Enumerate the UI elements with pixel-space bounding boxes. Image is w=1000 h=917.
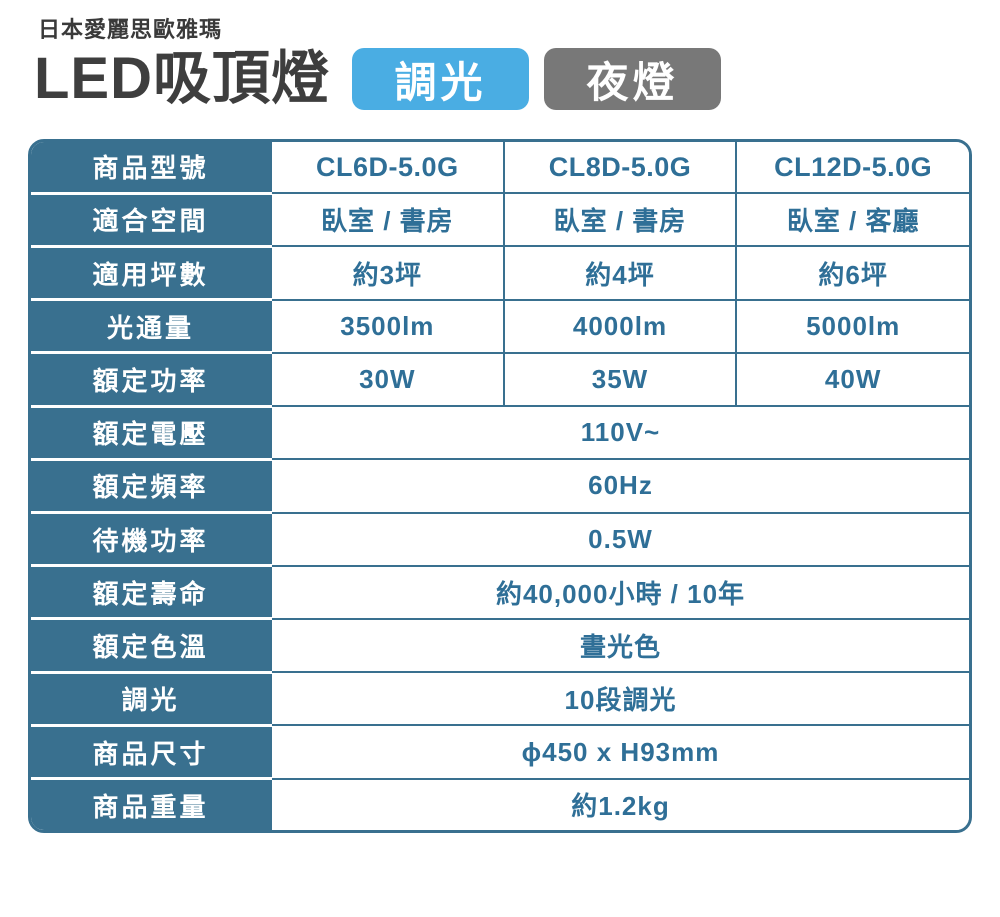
- row-label: 額定色溫: [31, 618, 271, 674]
- spec-value: 臥室 / 客廳: [735, 193, 969, 248]
- table-row: 待機功率 0.5W: [31, 512, 969, 568]
- table-row: 額定頻率 60Hz: [31, 459, 969, 515]
- spec-value: 4000lm: [502, 299, 737, 354]
- row-label: 商品尺寸: [31, 725, 271, 781]
- header: 日本愛麗思歐雅瑪 LED吸頂燈 調光 夜燈: [0, 12, 1000, 110]
- spec-value: 40W: [735, 352, 969, 408]
- page: 日本愛麗思歐雅瑪 LED吸頂燈 調光 夜燈 商品型號 CL6D-5.0G CL8D-…: [0, 12, 1000, 917]
- table-row: 光通量 3500lm 4000lm 5000lm: [31, 299, 969, 355]
- spec-value: 晝光色: [270, 618, 969, 674]
- row-label: 額定功率: [31, 352, 271, 408]
- table-row: 額定色溫 晝光色: [31, 618, 969, 674]
- model-name: CL6D-5.0G: [270, 142, 504, 195]
- spec-value: 5000lm: [735, 299, 969, 354]
- spec-value: 30W: [270, 352, 504, 408]
- brand-name: 日本愛麗思歐雅瑪: [38, 17, 223, 42]
- row-label: 調光: [31, 672, 271, 727]
- spec-value: ϕ450 x H93mm: [270, 725, 969, 780]
- row-label: 額定壽命: [31, 565, 271, 621]
- row-label: 商品重量: [31, 778, 271, 830]
- spec-value: 約40,000小時 / 10年: [270, 565, 969, 620]
- table-row: 調光 10段調光: [31, 672, 969, 727]
- row-label: 適用坪數: [31, 246, 271, 302]
- table-row: 額定電壓 110V~: [31, 406, 969, 461]
- spec-value: 3500lm: [270, 299, 504, 354]
- model-name: CL12D-5.0G: [735, 142, 969, 195]
- row-label: 適合空間: [31, 193, 271, 248]
- row-label: 額定頻率: [31, 459, 271, 515]
- spec-value: 35W: [502, 352, 737, 408]
- spec-value: 約6坪: [735, 246, 969, 301]
- row-label: 光通量: [31, 299, 271, 355]
- table-row: 商品尺寸 ϕ450 x H93mm: [31, 725, 969, 781]
- row-label: 額定電壓: [31, 406, 271, 461]
- spec-value: 臥室 / 書房: [270, 193, 504, 248]
- row-label-model-number: 商品型號: [31, 142, 271, 195]
- row-label: 待機功率: [31, 512, 271, 568]
- table-row: 額定功率 30W 35W 40W: [31, 352, 969, 408]
- spec-table-wrapper: 商品型號 CL6D-5.0G CL8D-5.0G CL12D-5.0G 適合空間 臥室 /…: [28, 139, 972, 833]
- model-name: CL8D-5.0G: [502, 142, 737, 195]
- spec-value: 0.5W: [270, 512, 969, 567]
- page-title: LED吸頂燈: [34, 46, 331, 111]
- spec-value: 約3坪: [270, 246, 504, 301]
- badge-dimming: 調光: [352, 48, 530, 110]
- table-row: 適合空間 臥室 / 書房 臥室 / 書房 臥室 / 客廳: [31, 193, 969, 248]
- spec-value: 約4坪: [502, 246, 737, 301]
- spec-value: 臥室 / 書房: [502, 193, 737, 248]
- spec-value: 10段調光: [270, 672, 969, 727]
- table-row: 額定壽命 約40,000小時 / 10年: [31, 565, 969, 621]
- table-row: 商品重量 約1.2kg: [31, 778, 969, 830]
- spec-value: 110V~: [270, 406, 969, 461]
- spec-table: 商品型號 CL6D-5.0G CL8D-5.0G CL12D-5.0G 適合空間 臥室 /…: [31, 142, 969, 830]
- badge-nightlight: 夜燈: [544, 48, 722, 110]
- table-row: 適用坪數 約3坪 約4坪 約6坪: [31, 246, 969, 302]
- title-row: LED吸頂燈 調光 夜燈: [34, 48, 1000, 110]
- spec-value: 60Hz: [270, 459, 969, 514]
- table-row-models: 商品型號 CL6D-5.0G CL8D-5.0G CL12D-5.0G: [31, 142, 969, 195]
- spec-value: 約1.2kg: [270, 778, 969, 830]
